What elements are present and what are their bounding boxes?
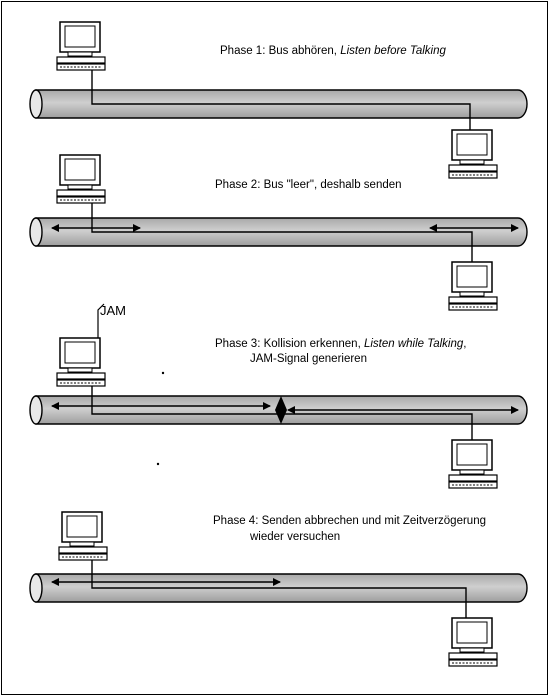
- phase-1: [29, 21, 528, 179]
- phase-1-label: Phase 1: Bus abhören, Listen before Talk…: [220, 45, 446, 57]
- computer-icon: [56, 154, 106, 204]
- phase-4: [29, 511, 528, 667]
- phase-2: [29, 154, 528, 311]
- computer-icon: [448, 617, 498, 667]
- computer-icon: [56, 337, 106, 387]
- computer-icon: [448, 261, 498, 311]
- tap-line: [91, 70, 471, 140]
- phase-4-label: Phase 4: Senden abbrechen und mit Zeitve…: [213, 515, 486, 527]
- computer-icon: [58, 511, 108, 561]
- collision-icon: [275, 396, 287, 424]
- computer-icon: [448, 439, 498, 489]
- phase-4-label-line2: wieder versuchen: [250, 531, 341, 543]
- phase-2-label: Phase 2: Bus "leer", deshalb senden: [215, 179, 402, 191]
- phase-3: [29, 303, 528, 489]
- phase-3-label: Phase 3: Kollision erkennen, Listen whil…: [215, 338, 467, 350]
- tap-line: [91, 203, 473, 270]
- phase-3-label-line2: JAM-Signal generieren: [250, 353, 367, 365]
- jam-bracket: [97, 303, 105, 338]
- computer-icon: [448, 129, 498, 179]
- computer-icon: [56, 21, 106, 71]
- tap-line: [91, 560, 467, 618]
- jam-label: JAM: [100, 303, 126, 318]
